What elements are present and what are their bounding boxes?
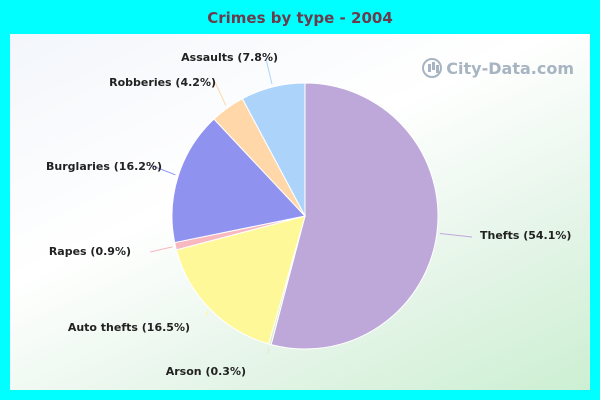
pie-slice-thefts xyxy=(270,82,439,350)
slice-label-burglaries: Burglaries (16.2%) xyxy=(46,160,162,173)
slice-label-assaults: Assaults (7.8%) xyxy=(181,51,278,64)
watermark-text: City-Data.com xyxy=(446,58,574,78)
leader-line-rapes xyxy=(149,246,173,253)
chart-title: Crimes by type - 2004 xyxy=(207,9,393,27)
pie-slice-burglaries xyxy=(171,118,306,244)
leader-line-arson xyxy=(267,347,270,355)
slice-label-arson: Arson (0.3%) xyxy=(166,365,246,378)
slice-label-auto-thefts: Auto thefts (16.5%) xyxy=(68,321,190,334)
slice-label-thefts: Thefts (54.1%) xyxy=(480,229,571,242)
slice-label-rapes: Rapes (0.9%) xyxy=(49,245,131,258)
chart-icon xyxy=(422,58,443,78)
pie-slice-assaults xyxy=(241,82,306,217)
leader-line-robberies xyxy=(214,81,227,106)
pie-chart: Thefts (54.1%) Arson (0.3%) Auto thefts (1… xyxy=(46,51,571,378)
leader-line-auto-thefts xyxy=(205,311,209,317)
leader-line-thefts xyxy=(439,232,473,238)
leader-line-burglaries xyxy=(149,164,176,176)
watermark: City-Data.com xyxy=(422,54,574,82)
chart-plot-area: City-Data.com Thefts (54.1%) Arson (0.3%)… xyxy=(10,34,590,390)
slice-label-robberies: Robberies (4.2%) xyxy=(109,76,216,89)
pie-slice-auto-thefts xyxy=(175,215,306,345)
leader-line-assaults xyxy=(265,58,273,85)
